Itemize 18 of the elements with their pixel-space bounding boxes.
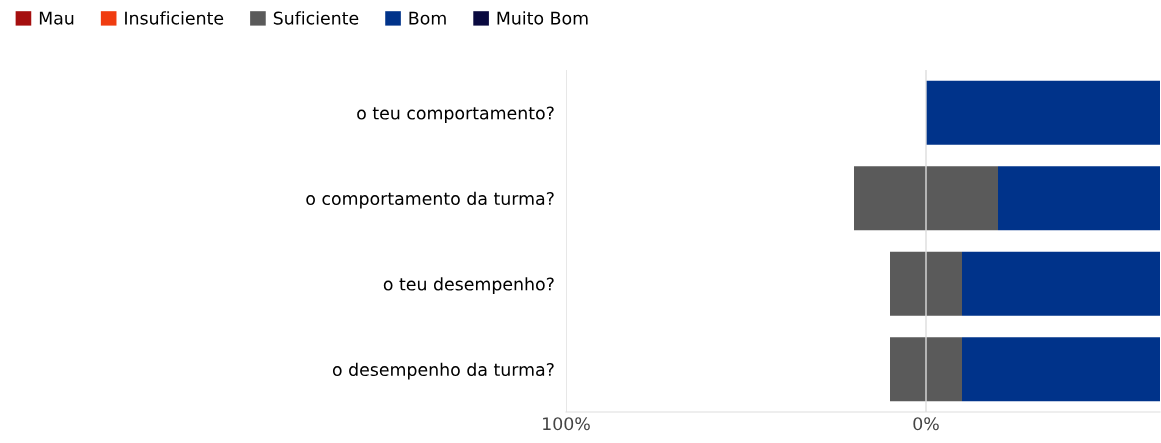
- bar: [962, 337, 1160, 402]
- x-tick-label: 0%: [913, 417, 939, 431]
- bar: [962, 251, 1160, 316]
- bar: [854, 166, 998, 231]
- bar: [890, 251, 962, 316]
- legend-label: Mau: [39, 11, 74, 25]
- x-tick-label: 100%: [543, 417, 590, 431]
- legend-label: Insuficiente: [125, 11, 224, 25]
- y-tick-label: o desempenho da turma?: [332, 362, 554, 380]
- legend-label: Bom: [409, 11, 446, 25]
- bar: [998, 166, 1160, 231]
- legend-label: Suficiente: [273, 11, 359, 25]
- y-tick-label: o teu comportamento?: [357, 106, 554, 123]
- bar: [890, 337, 962, 402]
- legend-label: Muito Bom: [497, 11, 588, 25]
- y-tick-label: o teu desempenho?: [383, 277, 554, 294]
- y-tick-label: o comportamento da turma?: [306, 191, 554, 209]
- bar: [926, 80, 1160, 145]
